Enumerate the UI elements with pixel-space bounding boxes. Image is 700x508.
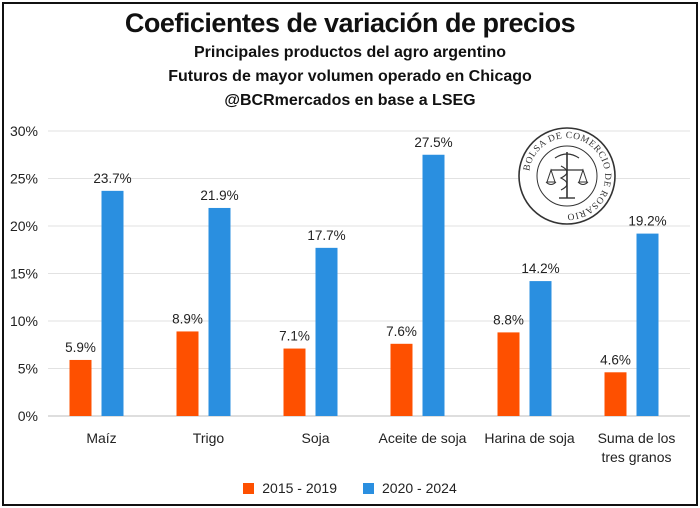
x-tick-label-5: Suma de los bbox=[598, 430, 676, 446]
bar-2015-2019-0 bbox=[69, 359, 92, 416]
data-label-2015-2019-3: 7.6% bbox=[386, 324, 417, 339]
data-label-2015-2019-1: 8.9% bbox=[172, 311, 203, 326]
data-label-2020-2024-1: 21.9% bbox=[200, 188, 238, 203]
y-tick-label-0: 0% bbox=[18, 408, 38, 424]
y-tick-label-10: 10% bbox=[10, 313, 38, 329]
chart-legend: 2015 - 2019 2020 - 2024 bbox=[0, 480, 700, 496]
bar-2020-2024-2 bbox=[315, 247, 338, 416]
data-label-2020-2024-0: 23.7% bbox=[93, 171, 131, 186]
legend-label-2015-2019: 2015 - 2019 bbox=[262, 480, 337, 496]
y-tick-label-5: 5% bbox=[18, 361, 38, 377]
bar-2020-2024-5 bbox=[636, 233, 659, 416]
y-tick-label-25: 25% bbox=[10, 171, 38, 187]
bar-2015-2019-1 bbox=[176, 331, 199, 416]
data-label-2020-2024-3: 27.5% bbox=[414, 135, 452, 150]
legend-item-2015-2019: 2015 - 2019 bbox=[243, 480, 337, 496]
bar-2015-2019-2 bbox=[283, 348, 306, 416]
x-tick-label-0: Maíz bbox=[86, 430, 116, 446]
chart-subtitle-2: Futuros de mayor volumen operado en Chic… bbox=[168, 68, 532, 85]
data-label-2015-2019-2: 7.1% bbox=[279, 329, 310, 344]
data-label-2015-2019-5: 4.6% bbox=[600, 352, 631, 367]
bcr-seal-logo: BOLSA DE COMERCIO DE ROSARIO bbox=[518, 127, 616, 225]
bar-2015-2019-3 bbox=[390, 343, 413, 416]
y-tick-label-20: 20% bbox=[10, 218, 38, 234]
chart-subtitle-3: @BCRmercados en base a LSEG bbox=[224, 92, 476, 109]
x-tick-label-2: Soja bbox=[301, 430, 329, 446]
legend-swatch-2015-2019 bbox=[243, 482, 255, 494]
bar-2015-2019-5 bbox=[604, 372, 627, 416]
bar-2020-2024-1 bbox=[208, 207, 231, 416]
y-tick-label-30: 30% bbox=[10, 123, 38, 139]
data-label-2020-2024-5: 19.2% bbox=[628, 214, 666, 229]
data-label-2020-2024-2: 17.7% bbox=[307, 228, 345, 243]
bar-2020-2024-4 bbox=[529, 281, 552, 416]
y-tick-label-15: 15% bbox=[10, 266, 38, 282]
legend-swatch-2020-2024 bbox=[363, 482, 374, 494]
chart-title: Coeficientes de variación de precios bbox=[124, 8, 576, 38]
bar-2020-2024-0 bbox=[101, 190, 124, 416]
legend-label-2020-2024: 2020 - 2024 bbox=[382, 480, 457, 496]
x-tick-label-1: Trigo bbox=[193, 430, 225, 446]
data-label-2015-2019-0: 5.9% bbox=[65, 340, 96, 355]
x-tick-label-3: Aceite de soja bbox=[379, 430, 467, 446]
data-label-2020-2024-4: 14.2% bbox=[521, 261, 559, 276]
x-tick-label-5-line1: tres granos bbox=[601, 449, 671, 465]
data-label-2015-2019-4: 8.8% bbox=[493, 312, 524, 327]
bar-2020-2024-3 bbox=[422, 154, 445, 416]
chart-subtitle-1: Principales productos del agro argentino bbox=[193, 44, 507, 61]
x-tick-label-4: Harina de soja bbox=[484, 430, 574, 446]
bar-2015-2019-4 bbox=[497, 332, 520, 416]
legend-item-2020-2024: 2020 - 2024 bbox=[363, 480, 457, 496]
